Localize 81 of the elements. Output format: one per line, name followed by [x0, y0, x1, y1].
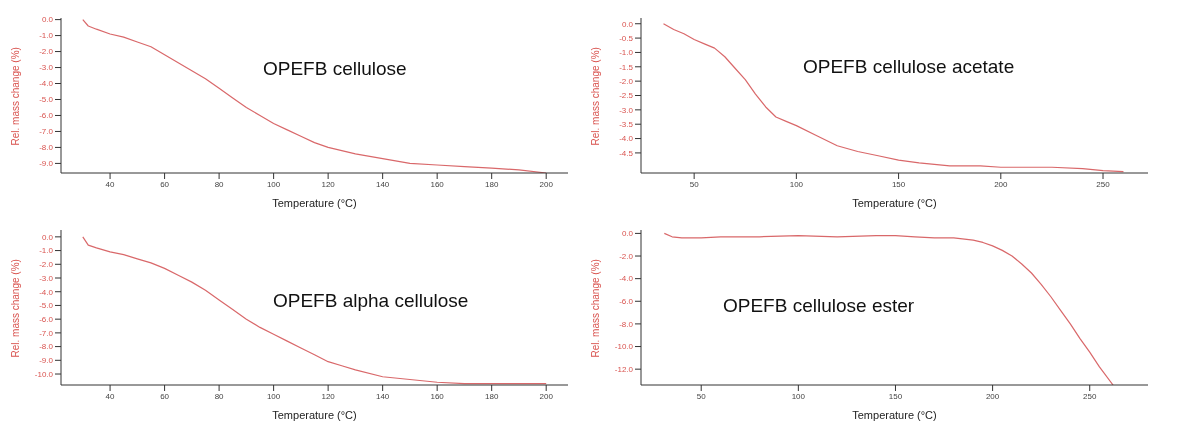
x-tick-label: 50	[696, 391, 707, 401]
y-tick-label: -1.0	[39, 246, 54, 256]
x-tick-label: 160	[430, 179, 445, 189]
y-tick-label: -9.0	[39, 356, 54, 366]
y-tick-label: -1.0	[39, 31, 54, 41]
y-axis-title: Rel. mass change (%)	[589, 47, 601, 146]
x-axis-title: Temperature (°C)	[272, 197, 357, 209]
y-tick-label: -4.0	[619, 274, 634, 284]
y-tick-label: -4.0	[39, 79, 54, 89]
x-tick-label: 50	[689, 179, 700, 189]
x-tick-label: 60	[160, 179, 170, 189]
y-tick-label: -2.0	[39, 47, 54, 57]
x-tick-label: 80	[214, 391, 225, 401]
x-tick-label: 100	[266, 179, 281, 189]
y-tick-label: -10.0	[614, 342, 634, 352]
x-axis-title: Temperature (°C)	[852, 197, 937, 209]
y-tick-label: -7.0	[39, 127, 54, 137]
y-tick-label: -1.5	[619, 62, 634, 72]
x-tick-label: 150	[888, 391, 903, 401]
x-tick-label: 120	[321, 179, 336, 189]
y-tick-label: -2.0	[619, 251, 634, 261]
x-tick-label: 200	[985, 391, 1000, 401]
x-tick-label: 100	[791, 391, 806, 401]
text: OPEFB cellulose acetate	[803, 56, 1015, 78]
y-tick-label: 0.0	[621, 229, 634, 239]
y-tick-label: -2.0	[39, 260, 54, 270]
x-tick-label: 100	[266, 391, 281, 401]
y-axis-title: Rel. mass change (%)	[9, 259, 21, 358]
y-axis-title: Rel. mass change (%)	[589, 259, 601, 358]
x-tick-label: 200	[539, 391, 554, 401]
x-tick-label: 180	[485, 391, 499, 401]
text: OPEFB cellulose	[263, 58, 407, 80]
y-tick-label: -6.0	[39, 315, 54, 324]
y-tick-label: -3.5	[619, 120, 634, 130]
line-series	[82, 236, 547, 385]
x-tick-label: 160	[430, 391, 445, 401]
x-tick-label: 100	[789, 179, 804, 189]
y-tick-label: 0.0	[41, 232, 54, 242]
y-tick-label: -6.0	[39, 111, 54, 121]
y-tick-label: -3.0	[619, 105, 634, 115]
x-tick-label: 40	[105, 179, 116, 189]
x-tick-label: 140	[375, 179, 390, 189]
x-tick-label: 140	[375, 391, 390, 401]
x-tick-label: 150	[891, 179, 906, 189]
y-tick-label: -3.0	[39, 273, 54, 283]
y-tick-label: -10.0	[34, 369, 54, 379]
y-tick-label: 0.0	[41, 15, 54, 25]
y-tick-label: -4.0	[39, 287, 54, 297]
x-tick-label: 120	[321, 391, 336, 401]
x-axis-title: Temperature (°C)	[852, 409, 937, 421]
y-tick-label: -7.0	[39, 328, 54, 338]
y-tick-label: 0.0	[621, 19, 634, 29]
line-series	[663, 232, 1114, 385]
y-tick-label: -9.0	[39, 159, 54, 169]
x-tick-label: 60	[160, 391, 170, 401]
text: OPEFB cellulose ester	[723, 295, 915, 317]
y-tick-label: -6.0	[619, 297, 634, 307]
text: OPEFB alpha cellulose	[273, 290, 469, 312]
x-tick-label: 200	[539, 179, 554, 189]
x-tick-label: 80	[214, 179, 225, 189]
y-tick-label: -8.0	[619, 319, 634, 329]
x-tick-label: 200	[994, 179, 1009, 189]
x-tick-label: 250	[1083, 391, 1097, 401]
y-tick-label: -8.0	[39, 143, 54, 153]
x-tick-label: 180	[485, 179, 499, 189]
y-tick-label: -3.0	[39, 63, 54, 73]
y-tick-label: -0.5	[619, 33, 634, 43]
line-series	[662, 23, 1125, 173]
y-tick-label: -5.0	[39, 95, 54, 105]
y-tick-label: -4.5	[619, 148, 634, 158]
y-tick-label: -2.0	[619, 76, 634, 86]
y-tick-label: -5.0	[39, 301, 54, 311]
y-tick-label: -8.0	[39, 342, 54, 352]
x-tick-label: 40	[105, 391, 116, 401]
x-tick-label: 250	[1096, 179, 1111, 189]
y-axis-title: Rel. mass change (%)	[9, 47, 21, 146]
y-tick-label: -4.0	[619, 134, 634, 144]
x-axis-title: Temperature (°C)	[272, 409, 357, 421]
y-tick-label: -12.0	[614, 365, 634, 374]
y-tick-label: -1.0	[619, 48, 634, 58]
y-tick-label: -2.5	[619, 91, 634, 101]
